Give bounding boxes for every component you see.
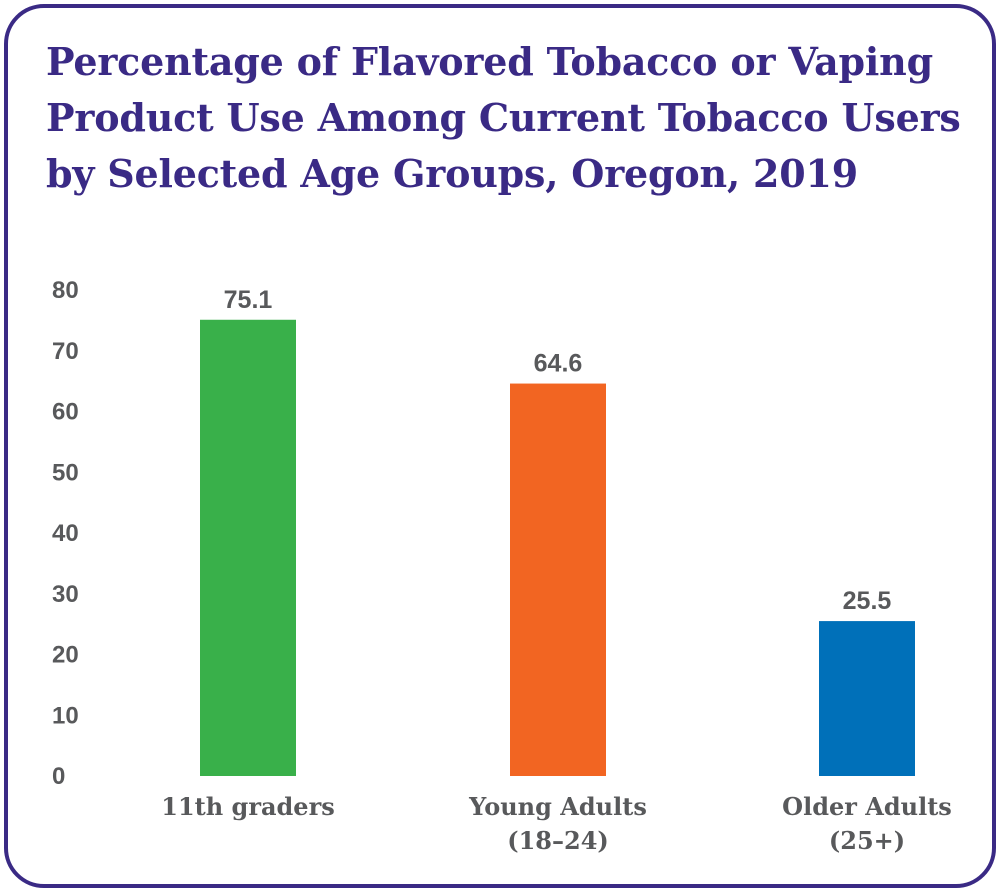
y-axis: 0 10 20 30 40 50 60 70 80 [52,277,79,790]
chart-title: Percentage of Flavored Tobacco or Vaping… [46,39,961,196]
y-tick-label: 20 [52,642,79,669]
x-tick-label: Young Adults (18–24) [468,792,647,855]
value-labels: 75.1 64.6 25.5 [224,286,892,615]
y-tick-label: 30 [52,581,79,608]
data-label: 25.5 [843,587,892,615]
x-axis: 11th graders Young Adults (18–24) Older Adu… [161,792,952,855]
y-tick-label: 60 [52,399,79,426]
x-tick-label: 11th graders [161,792,334,821]
y-tick-label: 0 [52,763,65,790]
bar [510,383,606,776]
x-tick-label-line: Older Adults [782,792,952,821]
x-tick-label-line: Young Adults [468,792,647,821]
bar [819,621,915,776]
y-tick-label: 80 [52,277,79,304]
bar-series [200,319,915,776]
y-tick-label: 10 [52,702,79,729]
x-tick-label-line: 11th graders [161,792,334,821]
x-tick-label: Older Adults (25+) [782,792,952,855]
data-label: 75.1 [224,286,273,314]
x-tick-label-line: (25+) [829,826,905,855]
y-tick-label: 40 [52,520,79,547]
y-tick-label: 70 [52,338,79,365]
bar [200,319,296,776]
y-tick-label: 50 [52,459,79,486]
x-tick-label-line: (18–24) [507,826,609,855]
data-label: 64.6 [534,350,583,378]
